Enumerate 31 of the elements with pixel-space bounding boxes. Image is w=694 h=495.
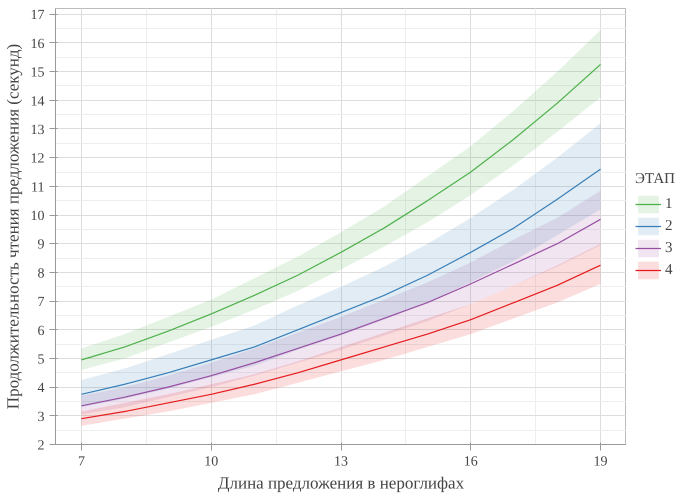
y-tick-label: 6: [38, 324, 44, 339]
y-tick-label: 2: [38, 438, 44, 454]
y-tick-label: 8: [38, 266, 44, 282]
line-series: [80, 168, 602, 395]
x-tick-label: 16: [464, 454, 478, 470]
y-tick-label: 3: [38, 410, 44, 425]
y-tick-label: 7: [38, 295, 44, 310]
y-tick-label: 17: [30, 8, 44, 24]
line-series: [80, 218, 602, 406]
y-tick-label: 10: [30, 209, 44, 224]
x-axis-title: Длина предложения в нероглифах: [218, 474, 465, 492]
legend-label: 4: [665, 262, 674, 278]
y-tick-label: 15: [30, 66, 44, 81]
y-tick-label: 5: [38, 352, 44, 368]
legend-label: 3: [665, 240, 674, 256]
legend-label: 2: [665, 218, 674, 234]
x-tick-label: 10: [204, 454, 218, 470]
y-tick-label: 4: [38, 381, 44, 396]
y-axis-title: Продолжительность чтения предложения (секунд): [4, 44, 22, 410]
y-tick-label: 16: [30, 36, 44, 52]
y-tick-label: 14: [30, 94, 44, 110]
y-tick-label: 13: [30, 122, 44, 138]
legend-title: ЭТАП: [635, 171, 676, 188]
y-tick-label: 11: [31, 180, 45, 196]
x-tick-label: 7: [78, 454, 85, 470]
line-series: [80, 264, 602, 420]
y-tick-label: 12: [30, 152, 44, 167]
y-tick-label: 9: [38, 238, 44, 253]
x-tick-label: 13: [334, 454, 348, 470]
legend-label: 1: [665, 196, 674, 212]
x-tick-label: 19: [594, 454, 608, 470]
